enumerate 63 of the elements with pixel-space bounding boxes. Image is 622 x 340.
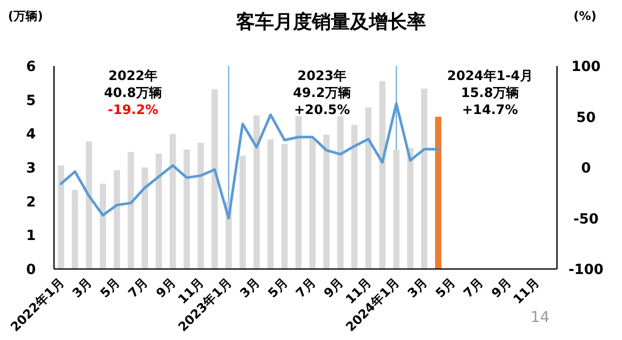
y-tick-label: 2	[26, 194, 36, 210]
x-tick-label: 3月	[69, 274, 96, 300]
y-tick-label: 5	[26, 92, 36, 109]
y-axis-title: (万辆)	[8, 9, 43, 23]
x-tick-label: 7月	[124, 274, 151, 300]
x-tick-label: 9月	[152, 274, 179, 300]
bar	[365, 107, 372, 269]
annotation: +20.5%	[294, 103, 350, 118]
bar	[351, 124, 358, 269]
bar	[198, 142, 204, 269]
text: 14	[530, 308, 550, 326]
annotation: 2024年1-4月	[447, 69, 533, 84]
y2-tick-label: -100	[568, 262, 604, 278]
bar	[407, 148, 414, 269]
bar	[435, 116, 442, 269]
x-tick-label: 5月	[264, 274, 291, 300]
annotation: 40.8万辆	[104, 86, 162, 101]
x-tick-label: 5月	[432, 274, 458, 300]
y2-tick-label: -50	[573, 211, 599, 228]
bar	[142, 168, 148, 269]
bar	[58, 165, 64, 269]
x-tick-label: 7月	[460, 274, 486, 300]
x-tick-label: 9月	[320, 274, 347, 300]
bar	[267, 139, 274, 269]
bar	[86, 141, 92, 269]
bar	[309, 138, 316, 269]
y-tick-label: 0	[26, 262, 36, 278]
annotation: 15.8万辆	[460, 86, 520, 101]
bar	[100, 184, 106, 269]
bar	[337, 116, 344, 269]
annotation: -19.2%	[108, 103, 158, 118]
x-tick-label: 3月	[404, 274, 430, 300]
bar	[212, 89, 218, 269]
bar	[421, 88, 428, 269]
annotation: 49.2万辆	[292, 86, 352, 101]
bar	[239, 156, 246, 269]
y-tick-label: 1	[26, 228, 36, 244]
x-tick-label: 5月	[97, 274, 123, 300]
y2-tick-label: 50	[576, 110, 596, 126]
bar	[72, 190, 78, 269]
bar	[128, 152, 134, 269]
annotation: 2022年	[108, 69, 158, 84]
bar	[170, 134, 176, 269]
bar	[184, 150, 190, 269]
bar	[114, 170, 120, 269]
bar	[281, 144, 288, 269]
y-tick-label: 6	[26, 59, 36, 75]
bar	[323, 134, 330, 269]
annotation: +14.7%	[462, 103, 518, 118]
y-tick-label: 4	[26, 126, 36, 143]
y-tick-label: 3	[26, 160, 36, 176]
chart-title: 客车月度销量及增长率	[235, 11, 426, 33]
bar	[253, 115, 260, 269]
annotation: 2023年	[297, 69, 347, 84]
y2-axis-title: (%)	[574, 9, 596, 23]
x-tick-label: 3月	[236, 274, 263, 300]
bar	[379, 81, 386, 269]
y2-tick-label: 0	[581, 160, 592, 176]
y2-tick-label: 100	[571, 59, 601, 75]
bar	[295, 116, 302, 269]
bar	[156, 154, 162, 269]
x-tick-label: 7月	[292, 274, 319, 300]
bar	[393, 150, 400, 269]
